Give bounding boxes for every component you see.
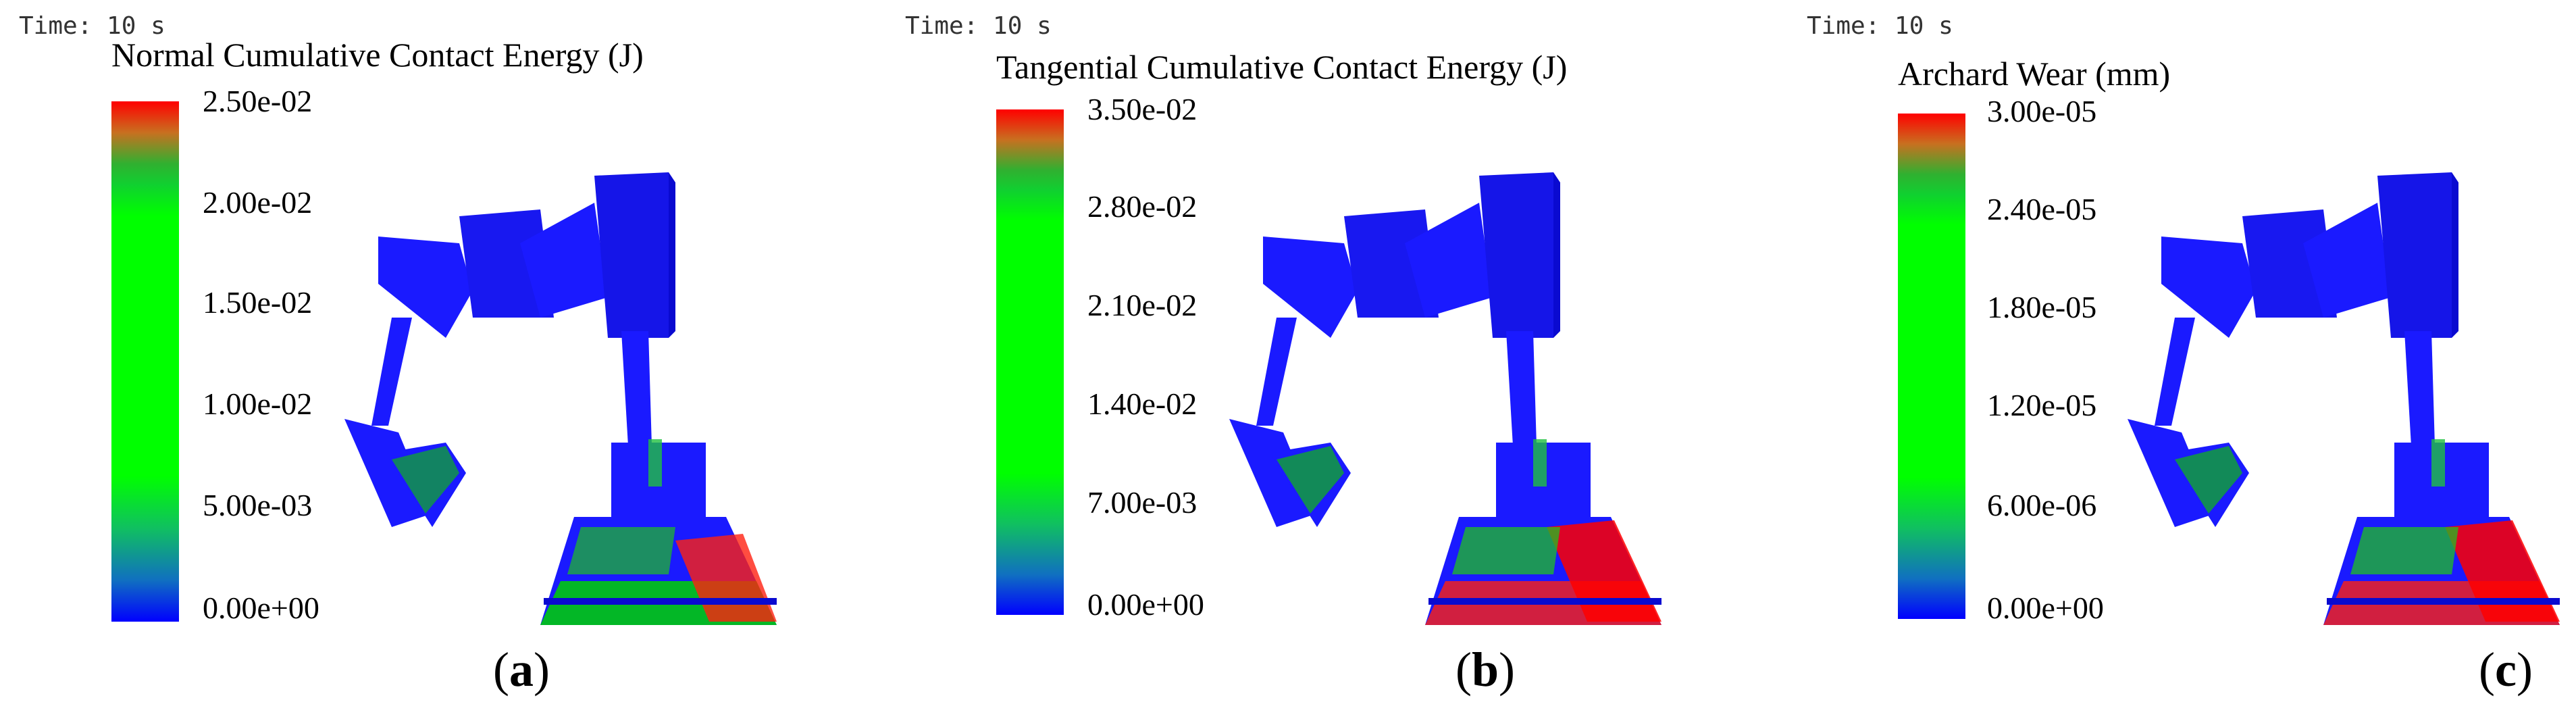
wear-region xyxy=(2445,520,2560,622)
robot-arm-model xyxy=(1229,172,1661,625)
panel-c: Time: 10 s Archard Wear (mm) 3.00e-05 2.… xyxy=(1797,0,2576,723)
model-part xyxy=(1229,419,1317,527)
model-part xyxy=(344,419,432,527)
tick-label: 1.20e-05 xyxy=(1987,388,2097,422)
legend-title: Normal Cumulative Contact Energy (J) xyxy=(111,36,644,74)
color-scale-bar xyxy=(996,109,1064,615)
model-part xyxy=(520,203,608,318)
wear-region xyxy=(648,439,662,487)
wear-speckle xyxy=(392,439,777,625)
wear-speckle xyxy=(1277,439,1661,625)
caption-close-paren: ) xyxy=(533,643,550,697)
tick-label: 6.00e-06 xyxy=(1987,488,2097,522)
legend-title: Tangential Cumulative Contact Energy (J) xyxy=(996,48,1568,86)
tick-label: 5.00e-03 xyxy=(203,488,313,522)
model-part xyxy=(2128,419,2215,527)
tick-label: 7.00e-03 xyxy=(1087,485,1197,520)
tick-label: 2.40e-05 xyxy=(1987,192,2097,226)
model-part xyxy=(2404,331,2435,446)
model-part xyxy=(2452,172,2458,338)
wear-region xyxy=(2175,446,2242,514)
model-part xyxy=(2377,172,2452,338)
tick-label: 0.00e+00 xyxy=(1987,591,2104,625)
tick-label: 2.00e-02 xyxy=(203,185,313,220)
wear-region xyxy=(2350,527,2458,574)
caption-close-paren: ) xyxy=(2516,643,2533,697)
model-part xyxy=(2161,236,2256,338)
color-scale-bar xyxy=(111,101,179,622)
model-part xyxy=(2242,209,2337,318)
robot-arm-model xyxy=(344,172,777,625)
model-part xyxy=(371,318,412,426)
tick-label: 2.10e-02 xyxy=(1087,288,1197,322)
model-part xyxy=(1263,236,1358,338)
tick-label: 0.00e+00 xyxy=(1087,587,1204,622)
wear-region xyxy=(1277,446,1344,514)
wear-strip xyxy=(1428,598,1661,605)
model-part xyxy=(378,236,473,338)
wear-region xyxy=(567,527,675,574)
tick-label: 2.80e-02 xyxy=(1087,189,1197,224)
model-part xyxy=(621,331,652,446)
tick-label: 1.40e-02 xyxy=(1087,387,1197,421)
wear-strip xyxy=(544,598,777,605)
legend-title: Archard Wear (mm) xyxy=(1898,55,2171,93)
model-part xyxy=(2303,203,2391,318)
panel-caption: (a) xyxy=(493,642,550,698)
time-label: Time: 10 s xyxy=(19,12,165,40)
caption-open-paren: ( xyxy=(2479,643,2495,697)
color-scale-bar xyxy=(1898,114,1965,619)
panel-b: Time: 10 s Tangential Cumulative Contact… xyxy=(898,0,1756,723)
tick-label: 3.50e-02 xyxy=(1087,92,1197,126)
tick-label: 2.50e-02 xyxy=(203,84,313,118)
wear-strip xyxy=(2327,598,2560,605)
model-part xyxy=(1479,172,1553,338)
wear-region xyxy=(1547,520,1661,622)
panel-caption: (b) xyxy=(1456,642,1515,698)
panel-a: Time: 10 s Normal Cumulative Contact Ene… xyxy=(0,0,858,723)
model-part xyxy=(459,209,554,318)
wear-region xyxy=(392,446,459,514)
robot-arm-model xyxy=(2128,172,2560,625)
wear-region xyxy=(2431,439,2445,487)
time-label: Time: 10 s xyxy=(905,12,1052,40)
wear-speckle xyxy=(2175,439,2560,625)
model-part xyxy=(669,172,675,338)
time-label: Time: 10 s xyxy=(1807,12,1953,40)
caption-close-paren: ) xyxy=(1499,643,1516,697)
caption-letter: c xyxy=(2494,643,2517,697)
model-part xyxy=(1256,318,1297,426)
model-part xyxy=(1506,331,1537,446)
caption-open-paren: ( xyxy=(1456,643,1472,697)
caption-open-paren: ( xyxy=(493,643,509,697)
model-part xyxy=(2155,318,2195,426)
tick-label: 1.80e-05 xyxy=(1987,290,2097,324)
tick-label: 0.00e+00 xyxy=(203,591,319,625)
wear-region xyxy=(1533,439,1547,487)
panel-caption: (c) xyxy=(2479,642,2533,698)
caption-letter: b xyxy=(1471,643,1499,697)
model-part xyxy=(594,172,669,338)
model-part xyxy=(1553,172,1560,338)
tick-label: 1.00e-02 xyxy=(203,387,313,421)
wear-region xyxy=(1452,527,1560,574)
tick-label: 1.50e-02 xyxy=(203,285,313,320)
tick-label: 3.00e-05 xyxy=(1987,94,2097,128)
model-part xyxy=(1405,203,1493,318)
caption-letter: a xyxy=(509,643,534,697)
model-part xyxy=(1344,209,1439,318)
